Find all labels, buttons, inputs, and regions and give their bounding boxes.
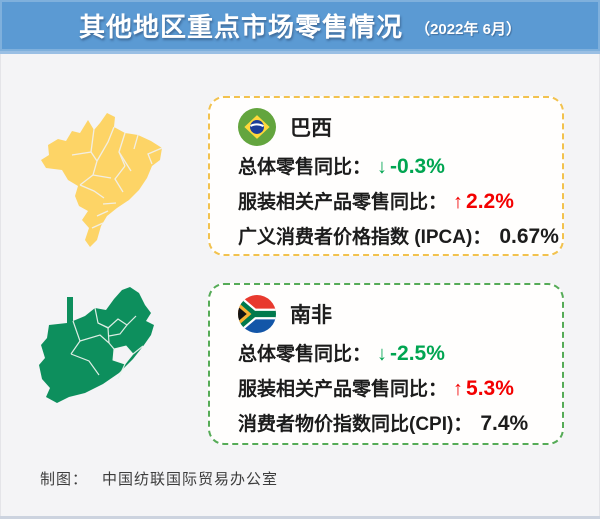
sa-overall-retail-row: 总体零售同比： ↓ -2.5% [238,337,562,372]
south-africa-card: 南非 总体零售同比： ↓ -2.5% 服装相关产品零售同比： ↑ 5.3% 消费者物价指… [208,283,564,445]
down-arrow-icon: ↓ [377,343,388,365]
report-period: （2022年 6月） [415,20,521,38]
sa-cpi-row: 消费者物价指数同比(CPI)： 7.4% [238,407,562,442]
stat-value: -0.3% [390,155,445,178]
brazil-card: 巴西 总体零售同比： ↓ -0.3% 服装相关产品零售同比： ↑ 2.2% 广义消费者价… [208,96,564,256]
south-africa-flag-icon [238,295,276,333]
stat-value: 2.2% [466,190,514,213]
brazil-price-index-row: 广义消费者价格指数 (IPCA)： 0.67% [238,220,562,255]
stat-label: 总体零售同比： [238,157,372,178]
brazil-flag-icon [238,108,276,146]
south-africa-card-header: 南非 [238,291,562,337]
country-name: 巴西 [290,117,332,140]
stat-label: 服装相关产品零售同比： [238,192,448,213]
header-banner: 其他地区重点市场零售情况 （2022年 6月） [0,0,600,54]
bottom-edge-strip [0,516,600,519]
stat-value: 5.3% [466,377,514,400]
country-name: 南非 [290,304,332,327]
south-africa-map [39,287,154,403]
brazil-overall-retail-row: 总体零售同比： ↓ -0.3% [238,150,562,185]
credit-value: 中国纺联国际贸易办公室 [102,471,279,488]
credit-label: 制图： [40,471,89,488]
up-arrow-icon: ↑ [453,378,464,400]
stat-value: 0.67% [499,225,559,248]
footer-credit: 制图： 中国纺联国际贸易办公室 [40,468,278,489]
stat-value: -2.5% [390,342,445,365]
page-title: 其他地区重点市场零售情况 [79,12,404,42]
stat-value: 7.4% [480,412,529,435]
stat-label: 总体零售同比： [238,344,372,365]
brazil-apparel-retail-row: 服装相关产品零售同比： ↑ 2.2% [238,185,562,220]
up-arrow-icon: ↑ [453,191,464,213]
brazil-map [41,113,163,247]
brazil-card-header: 巴西 [238,104,562,150]
stat-label: 广义消费者价格指数 (IPCA)： [238,227,492,248]
stat-label: 消费者物价指数同比(CPI)： [238,414,473,435]
down-arrow-icon: ↓ [377,156,388,178]
sa-apparel-retail-row: 服装相关产品零售同比： ↑ 5.3% [238,372,562,407]
stat-label: 服装相关产品零售同比： [238,379,448,400]
